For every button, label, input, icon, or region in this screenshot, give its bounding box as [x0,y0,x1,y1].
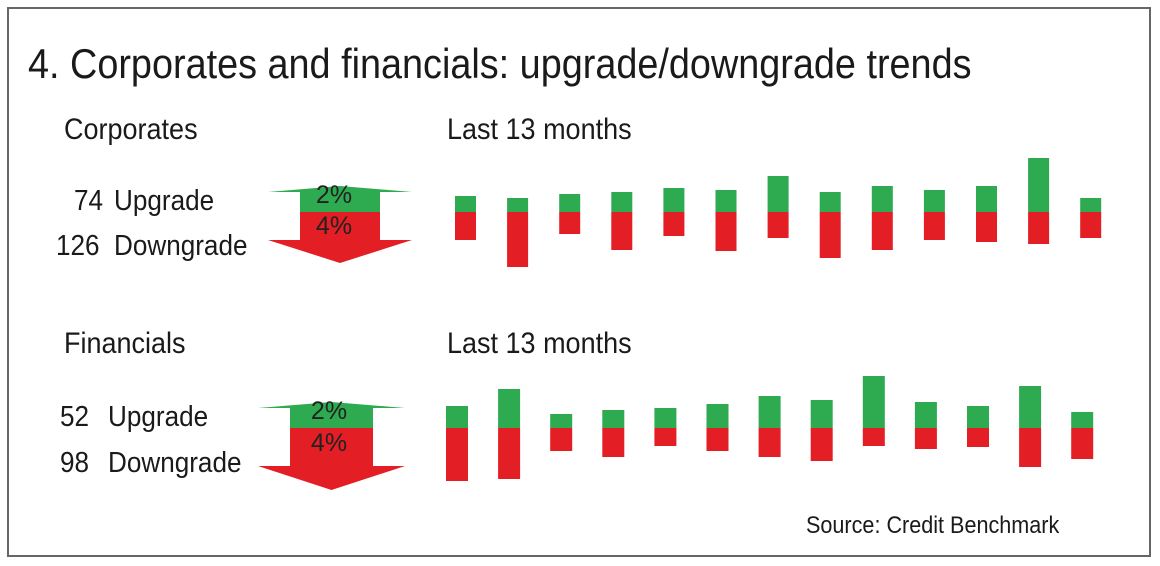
downgrade-bar [611,212,633,250]
downgrade-bar [923,212,945,240]
upgrade-bar [976,186,997,212]
upgrade-bar [862,376,885,428]
downgrade-bar [871,212,893,250]
chart-title: 4. Corporates and financials: upgrade/do… [28,40,972,87]
upgrade-bar [446,406,468,428]
upgrade-bar [767,176,789,212]
upgrade-bar [611,192,633,212]
downgrade-bar [550,428,573,451]
downgrade-bar [706,428,729,451]
downgrade-bar [810,428,833,461]
upgrade-bar [1080,198,1102,212]
downgrade-bar [715,212,737,251]
upgrade-bar [602,410,625,428]
upgrade-bar [654,408,677,428]
corporates-upgrade-pct: 2% [315,181,353,209]
downgrade-bar [767,212,789,238]
downgrade-bar [862,428,885,446]
corporates-upgrade-label: Upgrade [114,185,215,217]
downgrade-bar [507,212,529,267]
downgrade-bar [819,212,841,258]
upgrade-bar [1028,158,1050,212]
downgrade-bar [914,428,937,449]
downgrade-bar [446,428,468,481]
downgrade-bar [498,428,521,479]
downgrade-bar [1019,428,1042,467]
financials-downgrade-label: Downgrade [108,447,242,479]
financials-heading: Financials [64,327,186,360]
financials-period: Last 13 months [447,327,632,360]
upgrade-bar [914,402,937,428]
downgrade-arrow-icon [258,428,405,490]
upgrade-bar [715,190,737,212]
corporates-heading: Corporates [64,113,198,146]
upgrade-bar [819,192,841,212]
upgrade-bar [498,389,521,428]
upgrade-bar [1019,386,1042,428]
downgrade-bar [976,212,997,242]
downgrade-bar [1080,212,1102,238]
downgrade-bar [758,428,781,457]
downgrade-arrow-icon [268,212,412,263]
corporates-downgrade-pct: 4% [315,212,353,240]
upgrade-arrow-icon [258,402,405,428]
upgrade-bar [455,196,476,212]
downgrade-bar [967,428,989,447]
upgrade-bar [559,194,581,212]
financials-downgrade-pct: 4% [310,429,348,457]
financials-upgrade-count: 52 [60,401,90,433]
downgrade-bar [654,428,677,446]
downgrade-bar [602,428,625,457]
downgrade-bar [455,212,476,240]
corporates-upgrade-count: 74 [74,185,104,217]
source-note: Source: Credit Benchmark [806,512,1060,539]
upgrade-bar [1071,412,1094,428]
financials-upgrade-pct: 2% [310,397,348,425]
upgrade-bar [923,190,945,212]
upgrade-bar [758,396,781,428]
upgrade-bar [871,186,893,212]
upgrade-bar [507,198,529,212]
downgrade-bar [1071,428,1094,459]
corporates-downgrade-count: 126 [56,230,100,262]
downgrade-bar [559,212,581,234]
upgrade-bar [663,188,685,212]
upgrade-bar [550,414,573,428]
financials-upgrade-label: Upgrade [108,401,209,433]
upgrade-bar [706,404,729,428]
chart-frame [7,7,1151,557]
upgrade-arrow-icon [268,186,412,212]
corporates-period: Last 13 months [447,113,632,146]
upgrade-bar [967,406,989,428]
corporates-downgrade-label: Downgrade [114,230,248,262]
downgrade-bar [663,212,685,236]
upgrade-bar [810,400,833,428]
financials-downgrade-count: 98 [60,447,90,479]
downgrade-bar [1028,212,1050,244]
